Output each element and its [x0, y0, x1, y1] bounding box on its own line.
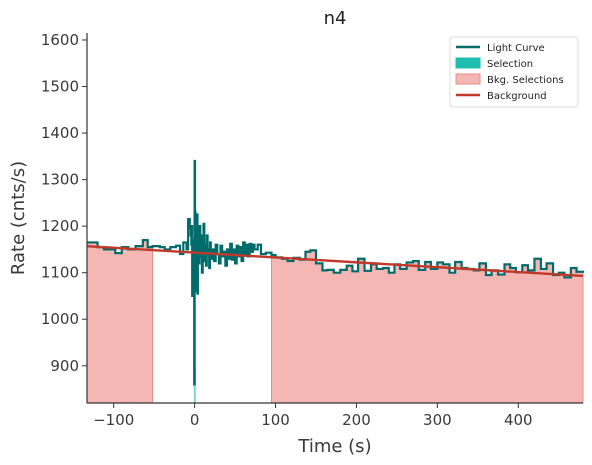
chart-title: n4	[324, 8, 347, 29]
y-tick-label: 1500	[41, 78, 79, 96]
legend-item: Bkg. Selections	[455, 73, 564, 86]
x-tick-label: 200	[342, 411, 371, 429]
x-ticks: −100 0 100 200 300 400	[93, 403, 533, 429]
axes: −100 0 100 200 300 400 900 1000 1100 1200 1300 140…	[41, 31, 583, 429]
legend-label: Selection	[487, 59, 533, 70]
legend-label: Bkg. Selections	[487, 75, 564, 86]
legend-swatch	[455, 57, 481, 69]
y-ticks: 900 1000 1100 1200 1300 1400 1500 1600	[41, 31, 87, 375]
plot-area	[86, 159, 585, 404]
y-tick-label: 1300	[41, 171, 79, 189]
y-tick-label: 900	[50, 357, 79, 375]
y-axis-label: Rate (cnts/s)	[8, 161, 29, 275]
legend-swatch	[455, 73, 481, 85]
y-tick-label: 1000	[41, 310, 79, 328]
legend-frame	[449, 36, 579, 108]
legend-item: Background	[456, 91, 547, 102]
legend-item: Light Curve	[456, 43, 545, 54]
legend: Light Curve Selection Bkg. Selections Backg…	[449, 36, 579, 108]
y-tick-label: 1600	[41, 31, 79, 49]
y-tick-label: 1200	[41, 217, 79, 235]
background-layer	[86, 244, 584, 278]
x-axis-label: Time (s)	[297, 436, 371, 457]
light-curve-layer	[87, 159, 585, 386]
x-tick-label: 100	[261, 411, 290, 429]
legend-label: Background	[487, 91, 547, 102]
x-tick-label: 0	[190, 411, 200, 429]
y-tick-label: 1400	[41, 124, 79, 142]
light-curve-series	[87, 159, 585, 386]
y-tick-label: 1100	[41, 264, 79, 282]
legend-items: Light Curve Selection Bkg. Selections Backg…	[455, 43, 564, 102]
x-tick-label: −100	[93, 411, 134, 429]
x-tick-label: 300	[423, 411, 452, 429]
legend-item: Selection	[455, 57, 533, 70]
legend-label: Light Curve	[487, 43, 545, 54]
bkg-selection-1	[86, 239, 154, 404]
x-tick-label: 400	[504, 411, 533, 429]
background-line	[86, 244, 584, 278]
